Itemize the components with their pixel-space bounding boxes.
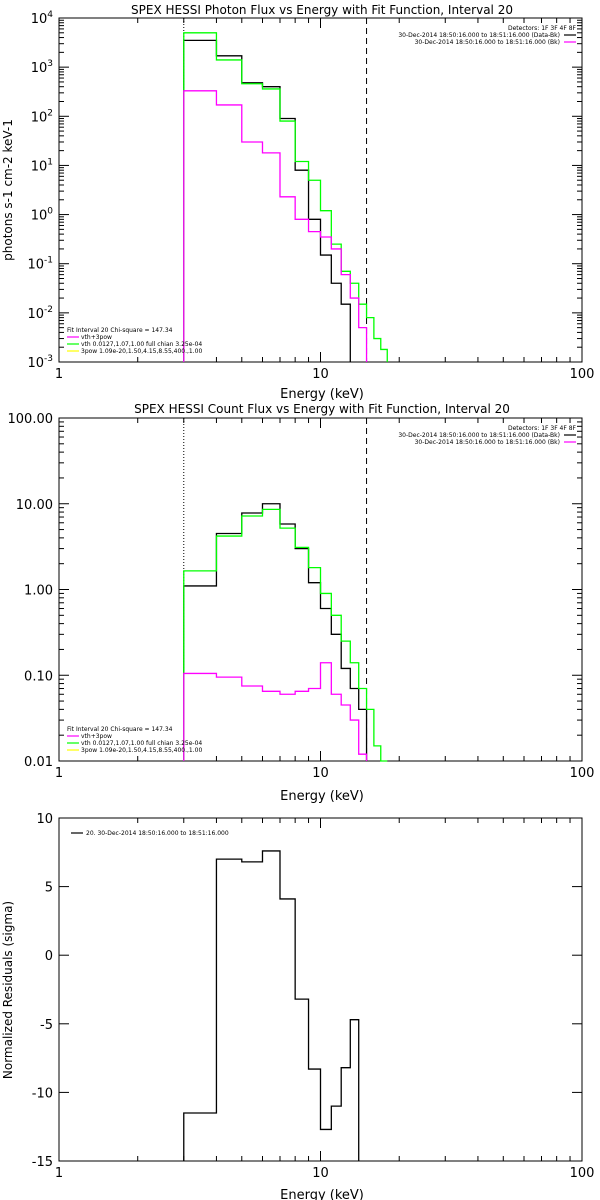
legend-entry: 30-Dec-2014 18:50:16.000 to 18:51:16.000… [415,39,560,46]
chart-title: SPEX HESSI Count Flux vs Energy with Fit… [134,402,510,416]
y-tick-label: 103 [31,59,53,76]
legend: 20. 30-Dec-2014 18:50:16.000 to 18:51:16… [71,830,229,837]
legend-entry: 30-Dec-2014 18:50:16.000 to 18:51:16.000… [415,439,560,446]
y-tick-label: 1.00 [24,584,53,599]
legend-entry: vth+3pow [81,334,112,341]
x-tick-label: 10 [312,367,329,382]
panel-count-flux: SPEX HESSI Count Flux vs Energy with Fit… [8,402,595,804]
x-ticks: 1 10 100 [55,818,595,1181]
legend-entry: vth 0.0127,1.07,1.00 full chian 3.25e-04 [81,341,202,348]
series-line-Data-Bk [183,503,368,761]
legend-header: Fit Interval 20 Chi-square = 147.34 [67,327,173,334]
legend-entry: 30-Dec-2014 18:50:16.000 to 18:51:16.000… [398,432,560,439]
y-tick-label: 101 [31,157,53,174]
legend-entry: 3pow 1.09e-20,1.50,4.15,8.55,400.,1.00 [81,747,202,754]
y-tick-label: -15 [32,1155,53,1170]
y-tick-label: 100.00 [8,412,54,427]
x-axis-label: Energy (keV) [280,789,364,804]
x-tick-label: 100 [570,766,595,781]
panel-residuals: Energy (keV) Normalized Residuals (sigma… [1,812,594,1200]
y-tick-labels: 0.01 0.10 1.00 10.00 100.00 [8,412,582,770]
legend-entry: vth 0.0127,1.07,1.00 full chian 3.25e-04 [81,740,202,747]
x-tick-label: 10 [312,1166,329,1181]
x-tick-label: 10 [312,766,329,781]
x-tick-label: 100 [570,367,595,382]
legend-bottom: Fit Interval 20 Chi-square = 147.34vth+3… [67,327,202,355]
y-tick-labels: -15 -10 -5 0 5 10 [32,812,582,1170]
y-axis-label: Normalized Residuals (sigma) [1,901,15,1079]
y-tick-label: 10-1 [27,256,53,273]
y-tick-label: 0.10 [24,669,53,684]
y-tick-label: 100 [31,207,54,224]
x-tick-label: 1 [55,766,63,781]
series-group [183,850,360,1161]
y-tick-label: 102 [31,108,53,125]
series-line-Bk [183,90,368,362]
chart-title: SPEX HESSI Photon Flux vs Energy with Fi… [131,3,513,17]
x-ticks: 1 10 100 [55,418,595,781]
y-tick-label: 0.01 [24,755,53,770]
y-tick-label: 5 [45,881,53,896]
x-axis-label: Energy (keV) [280,1188,364,1200]
legend-entry: 3pow 1.09e-20,1.50,4.15,8.55,400.,1.00 [81,348,202,355]
series-line-residuals [183,850,360,1161]
y-tick-labels: 10-3 10-2 10-1 100 101 102 103 104 [27,10,582,371]
series-line-vth+3pow [183,508,388,762]
y-tick-label: 10-3 [27,354,53,371]
y-tick-label: 10.00 [16,498,53,513]
y-tick-label: -5 [40,1018,53,1033]
y-tick-label: -10 [32,1086,53,1101]
legend-entry: vth+3pow [81,733,112,740]
x-axis-label: Energy (keV) [280,387,364,402]
series-group [183,32,388,362]
x-tick-label: 100 [570,1166,595,1181]
series-group [183,503,388,762]
x-ticks: 1 10 100 [55,18,595,382]
x-tick-label: 1 [55,367,63,382]
x-tick-label: 1 [55,1166,63,1181]
series-line-Bk [183,662,368,761]
legend-header: Detectors: 1F 3F 4F 8F [508,425,577,432]
y-tick-label: 0 [45,949,53,964]
y-axis-label: photons s-1 cm-2 keV-1 [1,119,15,261]
legend-entry: 20. 30-Dec-2014 18:50:16.000 to 18:51:16… [86,830,229,837]
legend-header: Fit Interval 20 Chi-square = 147.34 [67,726,173,733]
y-tick-label: 104 [31,10,54,27]
legend-header: Detectors: 1F 3F 4F 8F [508,25,577,32]
legend-entry: 30-Dec-2014 18:50:16.000 to 18:51:16.000… [398,32,560,39]
y-tick-label: 10 [36,812,53,827]
y-tick-label: 10-2 [27,305,53,322]
legend-bottom: Fit Interval 20 Chi-square = 147.34vth+3… [67,726,202,754]
panel-photon-flux: SPEX HESSI Photon Flux vs Energy with Fi… [1,3,594,402]
series-line-vth+3pow [183,32,388,362]
